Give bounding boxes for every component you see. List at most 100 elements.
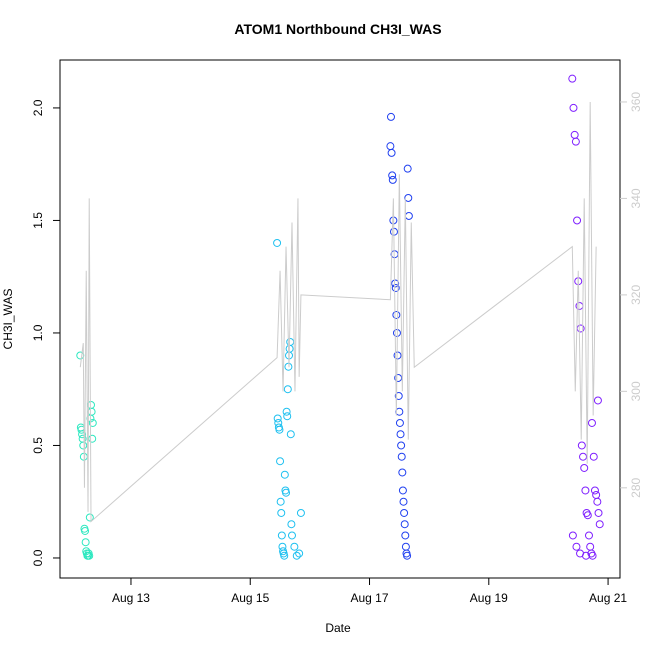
point <box>404 211 413 220</box>
line <box>79 101 597 523</box>
point <box>280 551 289 560</box>
point <box>569 103 578 112</box>
point <box>392 310 401 319</box>
point <box>581 486 590 495</box>
point <box>595 520 604 529</box>
point <box>593 396 602 405</box>
y-tick-label: 1.0 <box>31 324 45 341</box>
point <box>573 216 582 225</box>
point <box>76 351 85 360</box>
point <box>568 74 577 83</box>
point <box>589 452 598 461</box>
y2-tick-label: 340 <box>629 188 643 208</box>
point <box>280 470 289 479</box>
point <box>583 511 592 520</box>
point <box>282 407 291 416</box>
x-tick-label: Aug 17 <box>350 591 388 605</box>
y-tick-label: 0.0 <box>31 549 45 566</box>
point <box>87 407 96 416</box>
point <box>78 430 87 439</box>
point <box>577 441 586 450</box>
point <box>391 279 400 288</box>
point <box>81 538 90 547</box>
point <box>397 441 406 450</box>
point <box>579 452 588 461</box>
point <box>397 452 406 461</box>
point <box>292 551 301 560</box>
point <box>85 513 94 522</box>
point <box>593 497 602 506</box>
x-tick-label: Aug 19 <box>470 591 508 605</box>
point <box>586 542 595 551</box>
point <box>277 508 286 517</box>
point <box>404 193 413 202</box>
y2-tick-label: 280 <box>629 477 643 497</box>
y-tick-label: 1.5 <box>31 212 45 229</box>
point <box>296 508 305 517</box>
chart-title: ATOM1 Northbound CH3I_WAS <box>234 21 441 37</box>
point <box>400 520 409 529</box>
point <box>394 391 403 400</box>
point <box>275 425 284 434</box>
point <box>401 531 410 540</box>
y-axis-label: CH3I_WAS <box>1 289 15 350</box>
point <box>399 497 408 506</box>
point <box>395 418 404 427</box>
point <box>283 412 292 421</box>
point <box>273 238 282 247</box>
point <box>88 418 97 427</box>
point <box>403 551 412 560</box>
point <box>590 486 599 495</box>
x-axis-label: Date <box>325 621 351 635</box>
point <box>81 526 90 535</box>
point <box>286 430 295 439</box>
x-tick-label: Aug 21 <box>589 591 627 605</box>
point <box>396 430 405 439</box>
point <box>571 137 580 146</box>
point <box>386 112 395 121</box>
point <box>594 508 603 517</box>
y2-tick-label: 320 <box>629 285 643 305</box>
point <box>568 531 577 540</box>
point <box>388 171 397 180</box>
point <box>403 164 412 173</box>
point <box>401 542 410 551</box>
x-tick-label: Aug 15 <box>231 591 269 605</box>
point <box>584 531 593 540</box>
point <box>398 468 407 477</box>
point <box>592 490 601 499</box>
point <box>273 414 282 423</box>
point <box>276 457 285 466</box>
point <box>284 362 293 371</box>
point <box>276 497 285 506</box>
point <box>277 531 286 540</box>
point <box>79 441 88 450</box>
point <box>287 520 296 529</box>
y-tick-label: 2.0 <box>31 99 45 116</box>
point <box>587 418 596 427</box>
point <box>570 130 579 139</box>
point <box>287 531 296 540</box>
point <box>295 549 304 558</box>
x-tick-label: Aug 13 <box>112 591 150 605</box>
point <box>582 551 591 560</box>
point <box>387 148 396 157</box>
point <box>588 551 597 560</box>
y2-tick-label: 300 <box>629 381 643 401</box>
y-tick-label: 0.5 <box>31 437 45 454</box>
point <box>88 434 97 443</box>
point <box>286 337 295 346</box>
point <box>400 508 409 517</box>
point <box>572 542 581 551</box>
y2-tick-label: 360 <box>629 92 643 112</box>
point <box>283 385 292 394</box>
point <box>85 551 94 560</box>
point <box>386 142 395 151</box>
plot-frame <box>59 59 621 579</box>
point <box>388 175 397 184</box>
point <box>398 486 407 495</box>
point <box>580 463 589 472</box>
point <box>282 488 291 497</box>
point <box>290 542 299 551</box>
